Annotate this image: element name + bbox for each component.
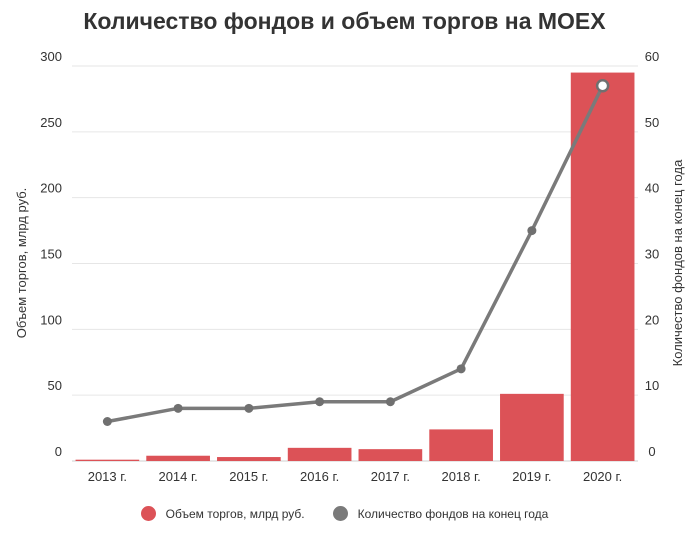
x-tick-label: 2013 г. — [88, 469, 127, 484]
legend: Объем торгов, млрд руб. Количество фондо… — [0, 506, 689, 521]
bar — [500, 393, 564, 461]
x-tick-label: 2016 г. — [300, 469, 339, 484]
right-tick-label: 30 — [645, 247, 659, 262]
right-tick-label: 40 — [645, 181, 659, 196]
left-tick-label: 50 — [48, 378, 62, 393]
left-tick-label: 150 — [40, 247, 62, 262]
x-tick-label: 2015 г. — [229, 469, 268, 484]
legend-marker-funds — [332, 506, 348, 521]
right-tick-label: 50 — [645, 115, 659, 130]
x-tick-label: 2014 г. — [158, 469, 197, 484]
left-tick-label: 250 — [40, 115, 62, 130]
line-point — [456, 364, 466, 374]
x-tick-label: 2017 г. — [371, 469, 410, 484]
bar — [287, 447, 352, 461]
bar — [358, 449, 423, 461]
left-tick-label: 200 — [40, 181, 62, 196]
right-tick-label: 10 — [645, 378, 659, 393]
left-tick-label: 0 — [55, 444, 62, 459]
legend-item-funds: Количество фондов на конец года — [332, 506, 549, 521]
x-axis-ticks: 2013 г. 2014 г. 2015 г. 2016 г. 2017 г. 2018 … — [88, 469, 623, 484]
legend-item-volume: Объем торгов, млрд руб. — [140, 506, 305, 521]
line-point — [102, 417, 112, 426]
line-path — [107, 84, 605, 424]
legend-label-funds: Количество фондов на конец года — [357, 506, 549, 521]
right-axis-title: Количество фондов на конец года — [670, 159, 685, 366]
line-point — [595, 79, 610, 93]
left-axis-ticks: 0 50 100 150 200 250 300 — [40, 49, 62, 459]
bar — [570, 72, 635, 461]
bar — [146, 455, 210, 461]
left-tick-label: 300 — [40, 49, 62, 64]
bar — [75, 459, 140, 461]
x-tick-label: 2018 г. — [441, 469, 480, 484]
line-point — [315, 397, 325, 407]
left-axis-title: Объем торгов, млрд руб. — [14, 188, 29, 339]
line-series — [102, 79, 610, 426]
x-tick-label: 2019 г. — [512, 469, 551, 484]
right-axis-ticks: 0 10 20 30 40 50 60 — [645, 49, 659, 459]
line-point — [173, 403, 183, 413]
line-point — [385, 397, 395, 407]
legend-label-volume: Объем торгов, млрд руб. — [165, 506, 305, 521]
right-tick-label: 20 — [645, 312, 659, 327]
x-tick-label: 2020 г. — [583, 469, 622, 484]
bar-series — [75, 72, 635, 461]
bar — [217, 457, 281, 461]
line-point — [527, 226, 537, 236]
chart-title: Количество фондов и объем торгов на MOEX — [83, 8, 606, 34]
line-point — [244, 403, 254, 413]
right-tick-label: 0 — [648, 444, 655, 459]
legend-marker-volume — [140, 506, 156, 521]
right-tick-label: 60 — [645, 49, 659, 64]
left-tick-label: 100 — [40, 312, 62, 327]
bar — [429, 429, 493, 461]
